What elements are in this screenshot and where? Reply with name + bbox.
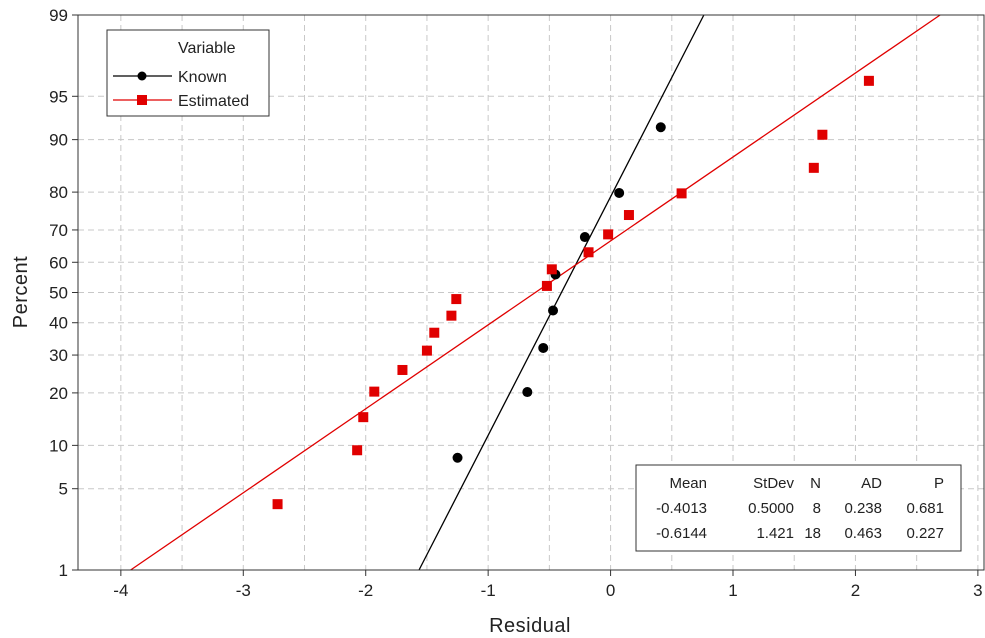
data-points: [272, 75, 874, 510]
stats-estimated-n: 18: [804, 525, 821, 542]
stats-header-p: P: [934, 475, 944, 492]
y-tick-label: 70: [49, 221, 68, 240]
point-known: [548, 305, 559, 316]
x-tick-label: 3: [973, 581, 982, 600]
stats-known-stdev: 0.5000: [748, 500, 794, 517]
stats-known-ad: 0.238: [844, 500, 882, 517]
x-tick-label: 0: [606, 581, 615, 600]
point-known: [655, 122, 666, 133]
legend-marker-estimated: [137, 95, 147, 105]
statistics-table-frame: [635, 464, 962, 552]
y-tick-label: 99: [49, 6, 68, 25]
y-tick-label: 1: [59, 561, 68, 580]
legend-box: [106, 29, 270, 117]
stats-header-n: N: [810, 475, 821, 492]
fit-line-estimated: [130, 14, 941, 571]
point-estimated: [808, 162, 819, 173]
stats-known-n: 8: [813, 500, 821, 517]
legend-title: Variable: [178, 40, 236, 57]
point-estimated: [421, 345, 432, 356]
x-tick-label: 2: [851, 581, 860, 600]
point-estimated: [272, 499, 283, 510]
x-axis-title: Residual: [489, 615, 571, 637]
axis-ticks: -4 -3 -2 -1 0 1 2 3 1 5 10 20 30 40 50 60 70 80 90 95 99: [49, 6, 983, 600]
y-tick-label: 30: [49, 346, 68, 365]
y-tick-label: 40: [49, 314, 68, 333]
point-known: [452, 452, 463, 463]
x-tick-label: -2: [358, 581, 373, 600]
point-estimated: [623, 210, 634, 221]
y-tick-label: 50: [49, 284, 68, 303]
legend-label-estimated: Estimated: [178, 93, 249, 110]
y-tick-label: 5: [59, 480, 68, 499]
point-estimated: [446, 310, 457, 321]
point-estimated: [863, 75, 874, 86]
point-estimated: [603, 229, 614, 240]
stats-estimated-ad: 0.463: [844, 525, 882, 542]
y-tick-label: 10: [49, 436, 68, 455]
stats-known-p: 0.681: [906, 500, 944, 517]
x-tick-label: -1: [481, 581, 496, 600]
point-estimated: [358, 412, 369, 423]
point-estimated: [352, 445, 363, 456]
point-estimated: [817, 129, 828, 140]
y-tick-label: 20: [49, 384, 68, 403]
point-known: [538, 342, 549, 353]
y-tick-label: 95: [49, 87, 68, 106]
stats-header-mean: Mean: [669, 475, 707, 492]
x-tick-label: -4: [113, 581, 128, 600]
x-tick-label: 1: [728, 581, 737, 600]
stats-estimated-stdev: 1.421: [756, 525, 794, 542]
y-tick-label: 60: [49, 253, 68, 272]
point-estimated: [541, 280, 552, 291]
point-estimated: [429, 327, 440, 338]
point-known: [522, 387, 533, 398]
y-tick-label: 80: [49, 183, 68, 202]
point-estimated: [369, 386, 380, 397]
point-estimated: [583, 247, 594, 258]
fit-lines: [130, 14, 941, 571]
legend-marker-known: [137, 71, 147, 81]
point-known: [579, 232, 590, 243]
legend-label-known: Known: [178, 69, 227, 86]
point-known: [614, 187, 625, 198]
legend: Variable Known Estimated: [106, 29, 270, 117]
point-estimated: [676, 188, 687, 199]
stats-estimated-mean: -0.6144: [656, 525, 707, 542]
y-tick-label: 90: [49, 131, 68, 150]
stats-known-mean: -0.4013: [656, 500, 707, 517]
stats-header-stdev: StDev: [753, 475, 794, 492]
stats-header-ad: AD: [861, 475, 882, 492]
point-estimated: [546, 264, 557, 275]
y-axis-title: Percent: [10, 256, 32, 328]
fit-line-known: [418, 14, 705, 571]
point-estimated: [397, 364, 408, 375]
point-estimated: [451, 294, 462, 305]
statistics-table: Mean StDev N AD P -0.4013 0.5000 8 0.238…: [635, 464, 962, 552]
stats-estimated-p: 0.227: [906, 525, 944, 542]
x-tick-label: -3: [236, 581, 251, 600]
